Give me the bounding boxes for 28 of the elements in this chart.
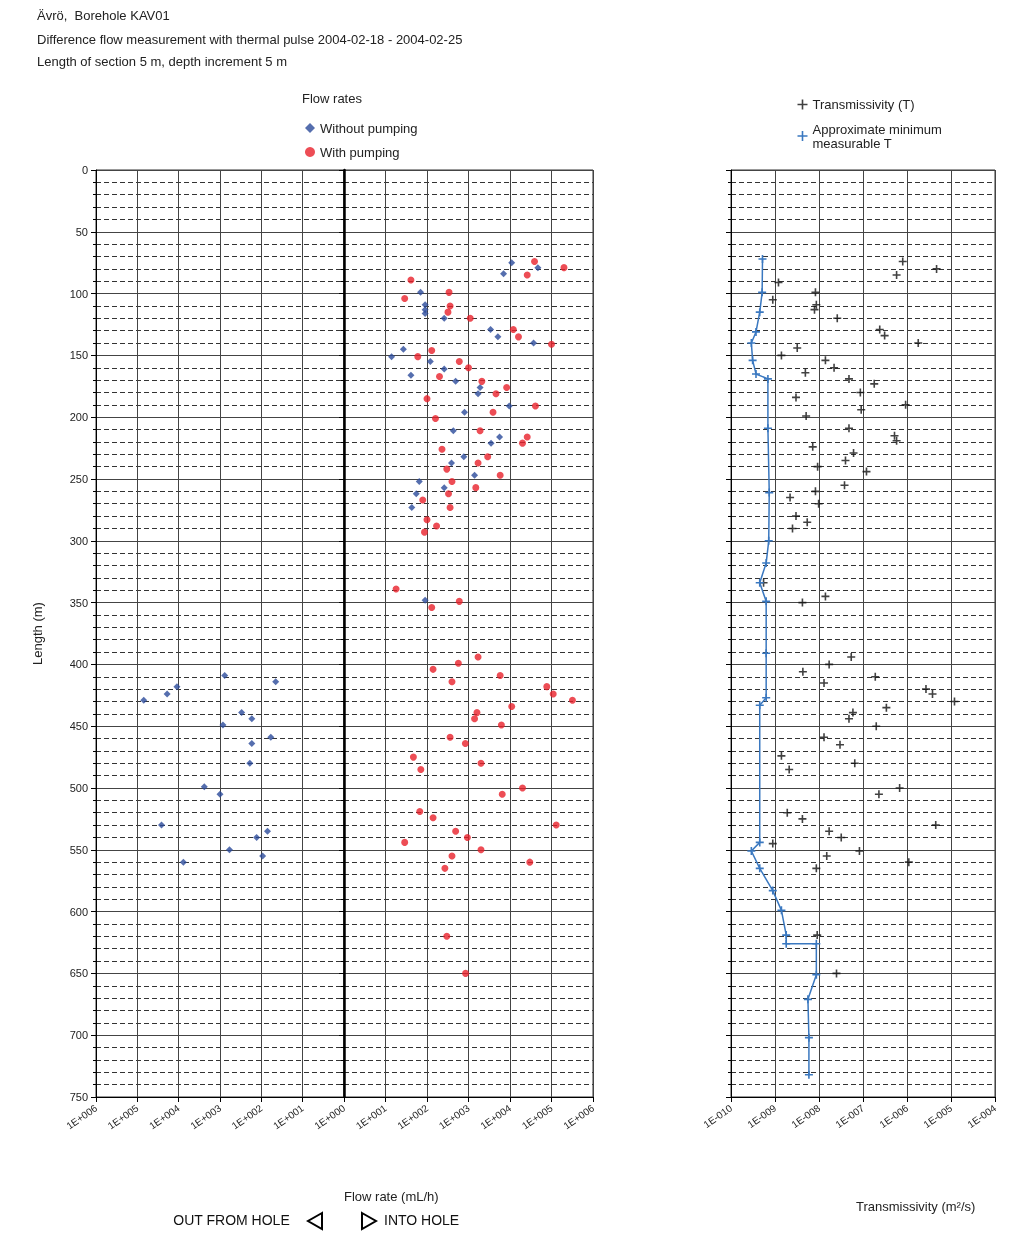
y-tick-label: 0	[81, 164, 88, 176]
chart-title: Ävrö, Borehole KAV01	[37, 8, 170, 23]
y-tick-label: 500	[69, 782, 88, 794]
y-tick-label: 300	[69, 534, 88, 547]
legend-title: Flow rates	[302, 91, 363, 106]
y-tick-label: 150	[69, 349, 88, 362]
text: OUT FROM HOLE	[173, 1212, 290, 1228]
y-tick-label: 350	[69, 596, 88, 609]
legend-label: Transmissivity (T)	[812, 97, 915, 112]
y-tick-label: 600	[69, 905, 88, 918]
legend-label: Without pumping	[320, 120, 418, 136]
y-tick-label: 750	[69, 1091, 88, 1103]
y-tick-label: 550	[69, 843, 88, 856]
y-tick-label: 50	[75, 225, 88, 238]
y-axis-title: Length (m)	[30, 602, 45, 665]
chart-subtitle: Difference flow measurement with thermal pulse 2004-02-18 - 2004-02-25 Length of section 5 m, depth increment 5 m	[37, 31, 463, 69]
x-axis-title: Transmissivity (m²/s)	[856, 1199, 976, 1214]
legend-label: With pumping	[320, 144, 400, 160]
y-tick-label: 250	[69, 473, 88, 485]
y-tick-label: 700	[69, 1029, 88, 1042]
y-tick-label: 100	[69, 287, 88, 300]
legend-label: Approximate minimum measurable T	[812, 121, 946, 151]
x-axis-title: Flow rate (mL/h)	[344, 1189, 439, 1204]
y-tick-label: 200	[69, 411, 88, 424]
y-tick-label: 400	[69, 658, 88, 671]
y-tick-label: 450	[69, 720, 88, 733]
y-tick-label: 650	[69, 967, 88, 980]
text: INTO HOLE	[384, 1212, 460, 1228]
